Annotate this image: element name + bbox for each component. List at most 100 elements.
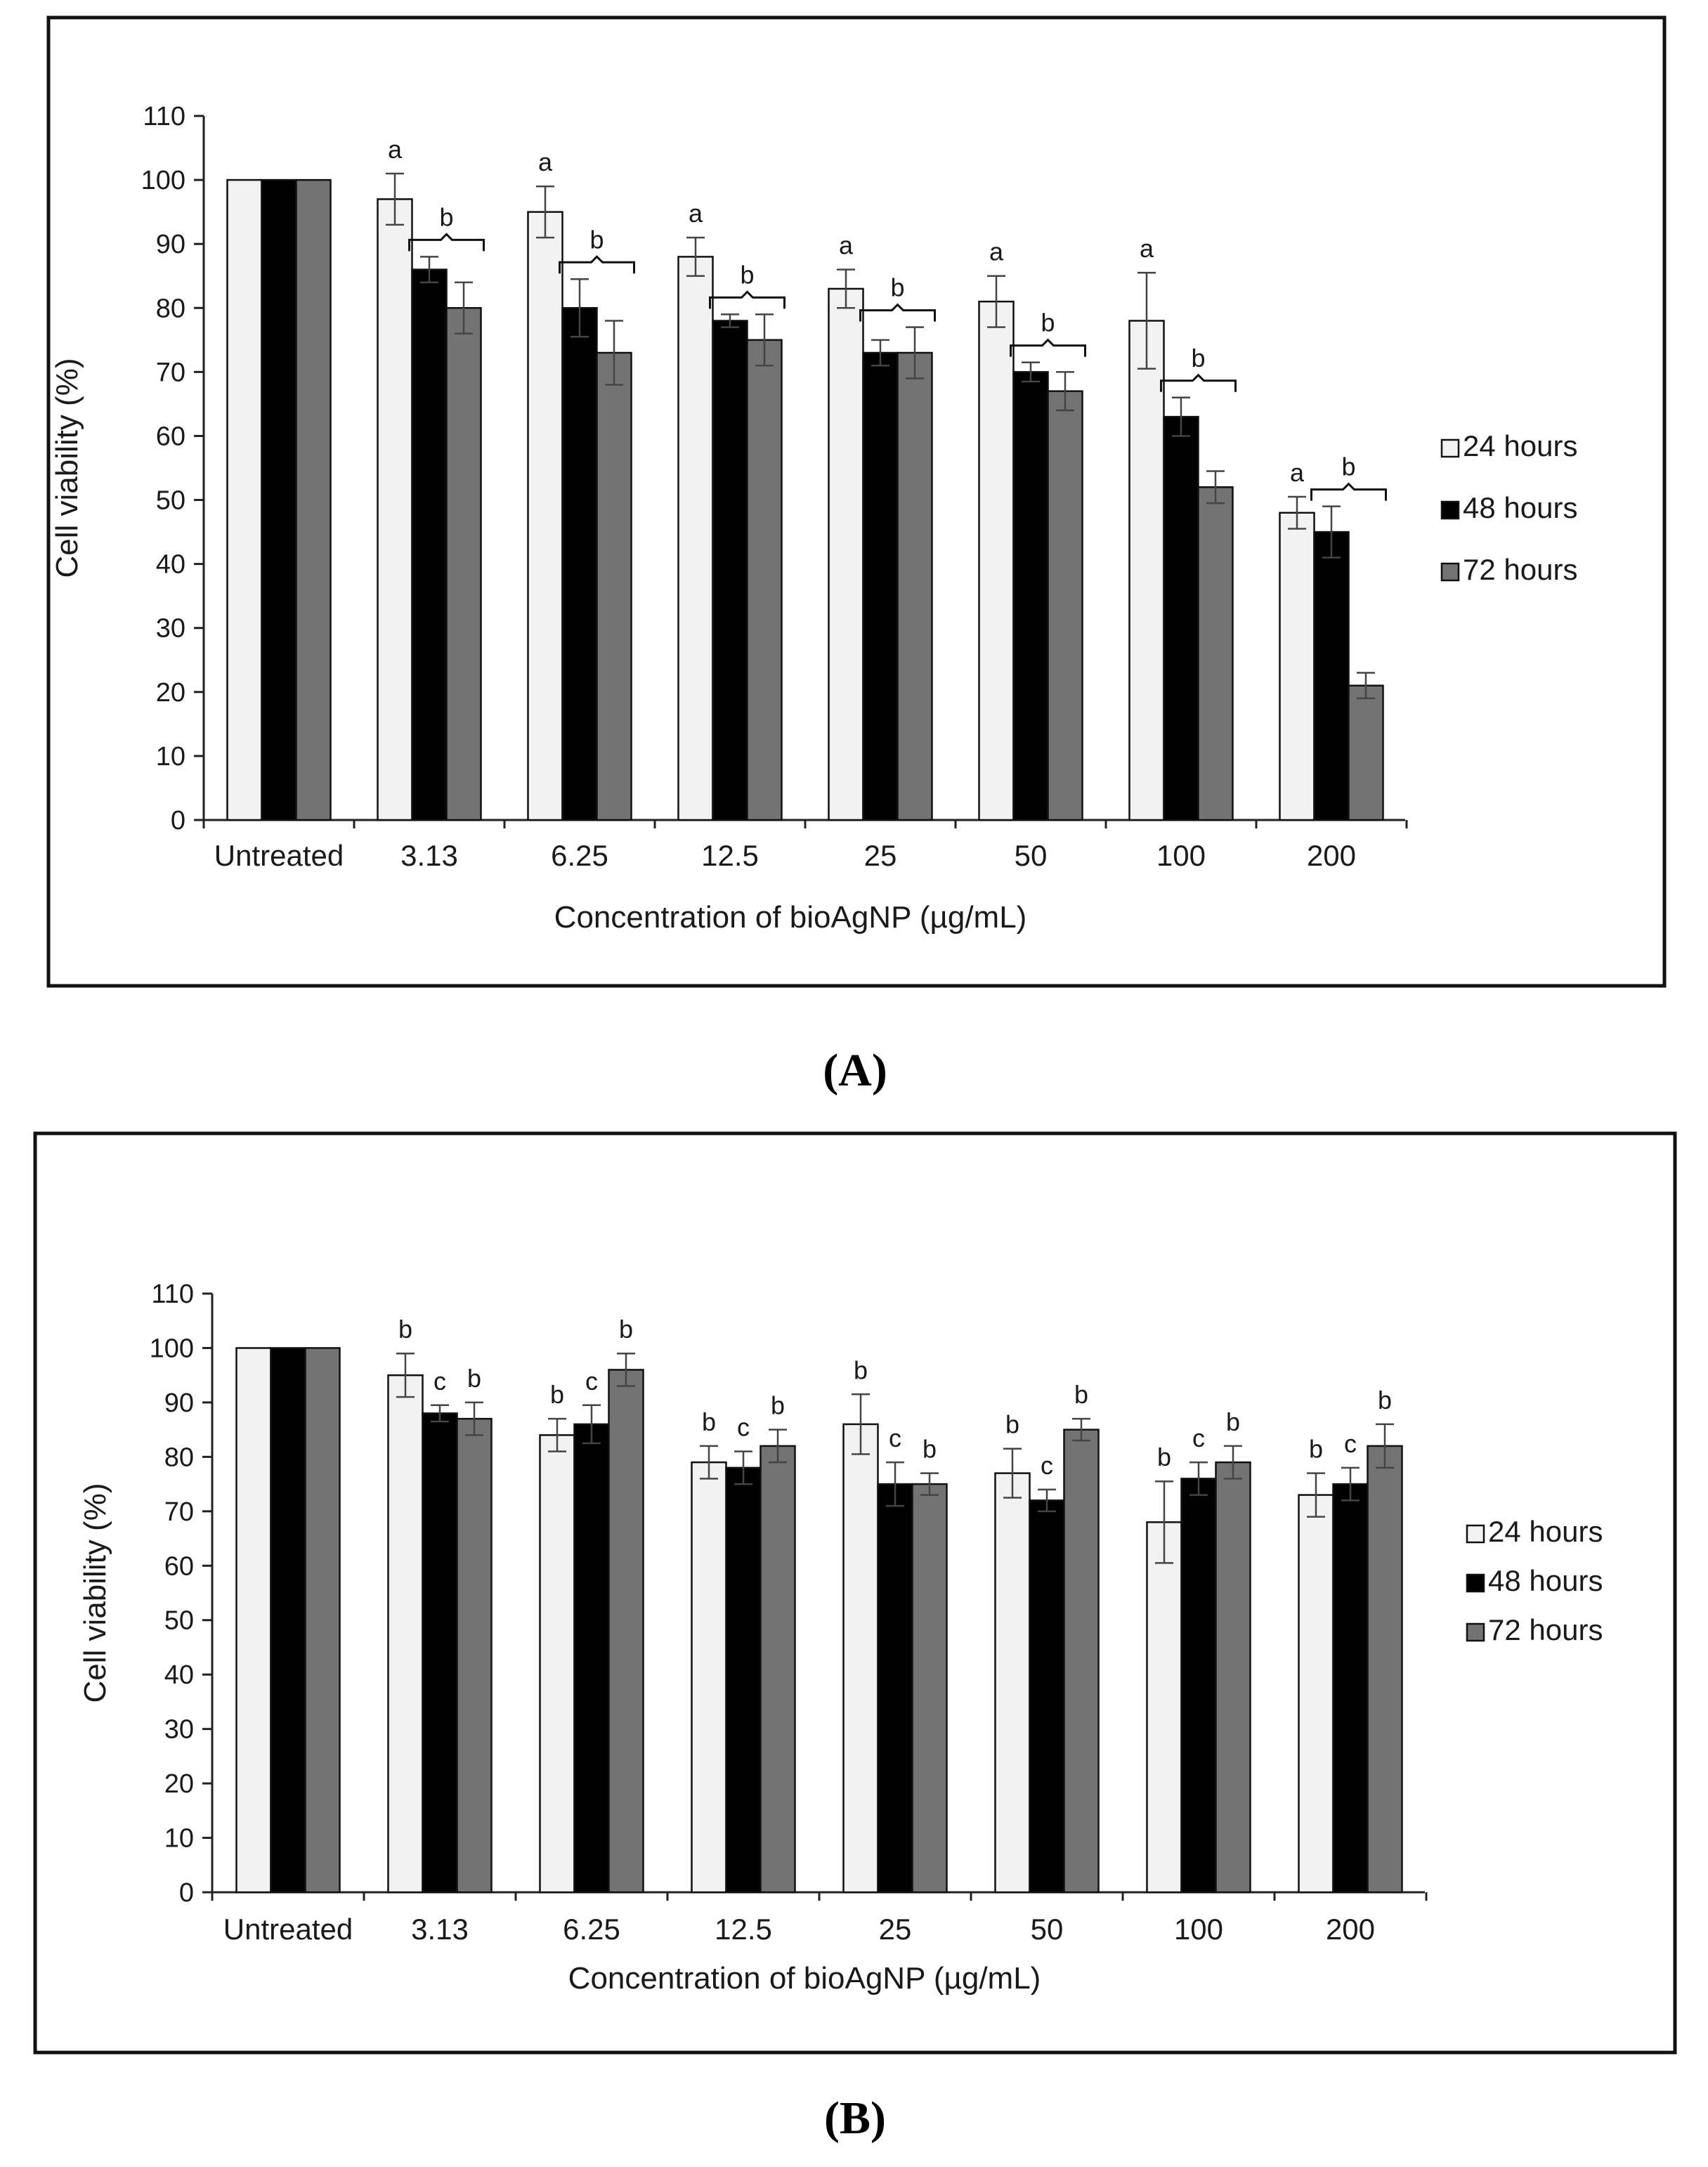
panel-b-category-label: 6.25: [563, 1913, 620, 1946]
panel-a-bar-48-hours-Untreated: [261, 178, 297, 821]
panel-a-sig-label: a: [1290, 458, 1305, 487]
panel-a-bracket: [1160, 373, 1237, 392]
panel-b-bar-48-hours-6.25: [573, 1423, 610, 1894]
panel-a-ytick-label: 110: [143, 102, 185, 131]
panel-b-sig-label: b: [1074, 1380, 1088, 1409]
panel-b-legend-label: 48 hours: [1488, 1564, 1603, 1597]
panel-a-sig-label: a: [989, 237, 1004, 266]
panel-a-category-label: Untreated: [214, 839, 344, 872]
panel-a-plot: 0 10 20 30 40 50 60 70 80 90 100 110 Untreated 3.13 6.…: [141, 102, 1578, 872]
panel-b-bar-72-hours-100: [1215, 1461, 1251, 1894]
panel-a-legend-label: 72 hours: [1463, 553, 1577, 586]
panel-b-bar-48-hours-Untreated: [270, 1347, 306, 1894]
panel-b-bar-48-hours-200: [1332, 1483, 1369, 1894]
panel-b-ytick-label: 40: [164, 1660, 194, 1690]
panel-b-ytick-label: 50: [164, 1606, 194, 1636]
panel-b-bar-24-hours-6.25: [539, 1434, 575, 1894]
panel-a-bar-24-hours-200: [1279, 512, 1315, 821]
panel-a-bracket-label: b: [740, 260, 754, 289]
panel-b-bar-24-hours-12.5: [691, 1461, 727, 1894]
panel-b-category-label: 100: [1174, 1913, 1223, 1946]
panel-a-bar-24-hours-25: [828, 287, 864, 821]
panel-b-bar-24-hours-100: [1146, 1521, 1182, 1894]
panel-b-bar-72-hours-12.5: [760, 1445, 796, 1894]
panel-b-sig-label: b: [1309, 1435, 1323, 1464]
panel-b-bar-72-hours-50: [1063, 1429, 1100, 1894]
panel-a-bracket: [1310, 482, 1387, 501]
panel-a-bar-48-hours-50: [1012, 371, 1049, 821]
panel-a-ytick-label: 40: [156, 550, 185, 580]
panel-a-bar-24-hours-100: [1128, 320, 1165, 821]
panel-a-bracket-label: b: [1341, 453, 1355, 481]
panel-a-bracket-label: b: [1191, 344, 1205, 372]
panel-a-category-label: 100: [1156, 839, 1206, 872]
panel-a-bracket-label: b: [1041, 308, 1055, 337]
panel-b-sig-label: b: [1157, 1443, 1171, 1471]
panel-a-bar-72-hours-25: [897, 351, 933, 821]
panel-a-bracket: [559, 255, 635, 274]
panel-a-bar-72-hours-Untreated: [295, 178, 332, 821]
panel-b-bar-72-hours-200: [1367, 1445, 1403, 1894]
panel-a-sig-label: a: [388, 135, 403, 164]
panel-a-category-label: 25: [864, 839, 897, 872]
panel-a-bar-24-hours-12.5: [677, 256, 714, 821]
panel-a-category-label: 3.13: [400, 839, 458, 872]
panel-b-bar-24-hours-3.13: [387, 1374, 424, 1894]
panel-b-sig-label: c: [1192, 1424, 1205, 1452]
panel-a-bar-24-hours-6.25: [527, 211, 563, 821]
panel-b-category-label: 12.5: [715, 1913, 772, 1946]
panel-b-bar-48-hours-12.5: [725, 1466, 762, 1894]
panel-a-bar-72-hours-12.5: [746, 339, 783, 821]
panel-a-bracket: [859, 303, 936, 322]
panel-a-legend-label: 48 hours: [1463, 491, 1577, 524]
panel-b-ytick-label: 90: [164, 1388, 194, 1418]
panel-b-ytick-label: 70: [164, 1497, 194, 1527]
panel-b-sig-label: b: [550, 1380, 564, 1409]
panel-b-bar-24-hours-50: [994, 1472, 1031, 1894]
panel-b-bar-72-hours-3.13: [456, 1417, 493, 1894]
panel-a-bracket: [408, 233, 485, 252]
panel-b-ytick-label: 60: [164, 1551, 194, 1581]
panel-b-sig-label: b: [854, 1355, 868, 1384]
panel-a-bracket-label: b: [439, 202, 453, 231]
panel-a-ylabel: Cell viability (%): [50, 358, 84, 578]
panel-b-sig-label: b: [702, 1407, 716, 1436]
panel-a-ytick-label: 10: [156, 742, 185, 772]
panel-a-legend-swatch: [1440, 438, 1460, 458]
panel-b-sig-label: b: [1226, 1407, 1240, 1436]
panel-a-bar-72-hours-200: [1348, 684, 1384, 821]
panel-a-category-label: 200: [1307, 839, 1356, 872]
panel-a-ytick-label: 50: [156, 486, 185, 516]
panel-b-category-label: 3.13: [411, 1913, 469, 1946]
panel-a-ytick-label: 80: [156, 294, 185, 323]
panel-b-caption: (B): [824, 2093, 886, 2144]
panel-b-bar-24-hours-25: [842, 1423, 879, 1894]
panel-a-category-label: 50: [1015, 839, 1048, 872]
panel-b-sig-label: b: [1005, 1410, 1019, 1439]
panel-b-legend-label: 24 hours: [1488, 1515, 1603, 1548]
panel-a-bar-24-hours-Untreated: [226, 178, 263, 821]
panel-b-ytick-label: 80: [164, 1443, 194, 1472]
panel-b-ytick-label: 10: [164, 1824, 194, 1854]
panel-a-sig-label: a: [689, 199, 703, 228]
panel-a-sig-label: a: [538, 148, 553, 176]
panel-b-bar-72-hours-Untreated: [304, 1347, 341, 1894]
panel-b-category-label: 200: [1326, 1913, 1375, 1946]
panel-a-bracket-label: b: [890, 273, 904, 302]
panel-a-bar-48-hours-200: [1313, 531, 1350, 821]
panel-a-ytick-label: 20: [156, 678, 185, 708]
panel-a-bar-48-hours-3.13: [411, 268, 448, 821]
panel-b-category-label: Untreated: [223, 1913, 353, 1946]
panel-a-bar-24-hours-50: [978, 300, 1015, 821]
panel-b-sig-label: b: [467, 1364, 481, 1393]
panel-a-legend-swatch: [1440, 562, 1460, 582]
panel-a-ytick-label: 90: [156, 230, 185, 259]
panel-b-ylabel: Cell viability (%): [78, 1483, 112, 1703]
panel-b-ytick-label: 0: [179, 1878, 194, 1908]
panel-b-sig-label: c: [1344, 1429, 1357, 1458]
panel-b-frame: [33, 1131, 1677, 2055]
panel-b-sig-label: b: [398, 1315, 412, 1343]
panel-b-sig-label: b: [619, 1315, 633, 1343]
